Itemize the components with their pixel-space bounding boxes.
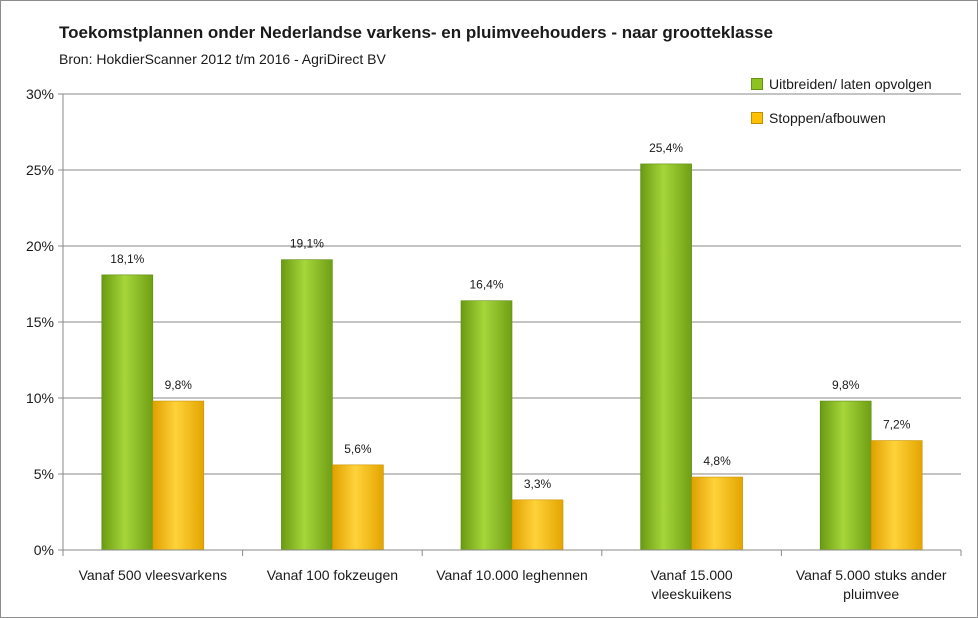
y-axis-ticks: 0% 5% 10% 15% 20% 25% 30% bbox=[26, 86, 63, 558]
bar-yellow bbox=[332, 464, 384, 551]
x-tick-label: Vanaf 500 vleesvarkens bbox=[79, 567, 227, 583]
x-tick-label: Vanaf 100 fokzeugen bbox=[267, 567, 398, 583]
legend: Uitbreiden/ laten opvolgen Stoppen/afbou… bbox=[751, 67, 932, 135]
y-tick-label: 10% bbox=[26, 390, 54, 406]
x-tick-label: Vanaf 15.000 bbox=[650, 567, 732, 583]
bar-green bbox=[281, 259, 333, 551]
y-tick-label: 25% bbox=[26, 162, 54, 178]
chart-subtitle: Bron: HokdierScanner 2012 t/m 2016 - Agr… bbox=[59, 51, 386, 67]
x-tick-label: vleeskuikens bbox=[652, 586, 732, 602]
legend-swatch-yellow bbox=[751, 112, 763, 124]
chart-title: Toekomstplannen onder Nederlandse varken… bbox=[59, 23, 773, 42]
bar-yellow bbox=[870, 440, 923, 551]
bar-green bbox=[819, 400, 872, 551]
data-label: 3,3% bbox=[524, 477, 552, 491]
legend-label-uitbreiden: Uitbreiden/ laten opvolgen bbox=[769, 76, 932, 92]
bars bbox=[101, 163, 923, 551]
data-label: 7,2% bbox=[883, 418, 911, 432]
bar-green bbox=[101, 274, 154, 551]
data-label: 9,8% bbox=[165, 378, 193, 392]
legend-item-uitbreiden: Uitbreiden/ laten opvolgen bbox=[751, 67, 932, 101]
y-tick-label: 20% bbox=[26, 238, 54, 254]
bar-yellow bbox=[152, 400, 205, 551]
data-label: 25,4% bbox=[649, 141, 683, 155]
data-label: 18,1% bbox=[110, 252, 144, 266]
y-tick-label: 0% bbox=[34, 542, 54, 558]
bar-green bbox=[640, 163, 692, 551]
bar-yellow bbox=[691, 476, 743, 551]
x-tick-label: Vanaf 10.000 leghennen bbox=[436, 567, 588, 583]
bar-green bbox=[460, 300, 513, 551]
y-tick-label: 30% bbox=[26, 86, 54, 102]
legend-label-stoppen: Stoppen/afbouwen bbox=[769, 110, 886, 126]
x-tick-label: pluimvee bbox=[843, 586, 899, 602]
legend-item-stoppen: Stoppen/afbouwen bbox=[751, 101, 932, 135]
bar-yellow bbox=[511, 499, 564, 551]
legend-swatch-green bbox=[751, 78, 763, 90]
data-label: 9,8% bbox=[832, 378, 860, 392]
data-label: 16,4% bbox=[469, 278, 503, 292]
data-labels: 18,1% 9,8% 19,1% 5,6% 16,4% 3,3% 25,4% 4,8% 9,8%… bbox=[110, 141, 910, 491]
data-label: 5,6% bbox=[344, 442, 372, 456]
y-tick-label: 15% bbox=[26, 314, 54, 330]
x-tick-label: Vanaf 5.000 stuks ander bbox=[796, 567, 947, 583]
x-axis-ticks: Vanaf 500 vleesvarkens Vanaf 100 fokzeuge… bbox=[62, 549, 962, 602]
y-tick-label: 5% bbox=[34, 466, 54, 482]
data-label: 19,1% bbox=[290, 237, 324, 251]
data-label: 4,8% bbox=[703, 454, 731, 468]
